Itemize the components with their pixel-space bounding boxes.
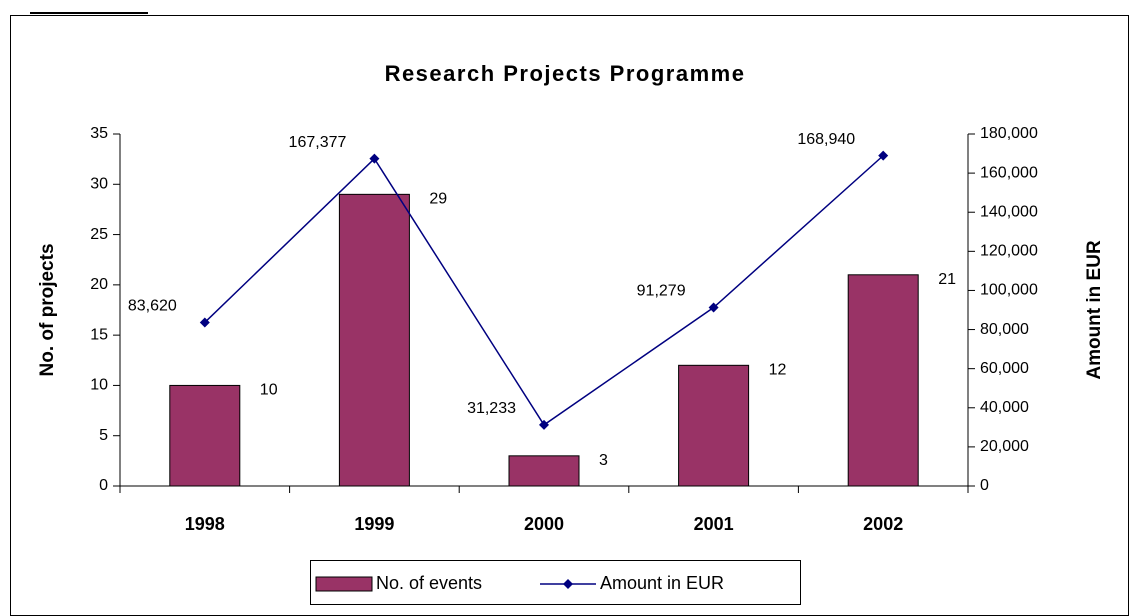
x-tick-label: 2002 bbox=[863, 514, 903, 534]
bar-label: 21 bbox=[938, 271, 956, 288]
y2-tick-label: 60,000 bbox=[980, 360, 1029, 377]
bar bbox=[678, 364, 750, 487]
y2-tick-label: 140,000 bbox=[980, 203, 1038, 220]
bar bbox=[847, 274, 919, 487]
y-tick-label: 5 bbox=[99, 427, 108, 444]
legend-label: No. of events bbox=[376, 573, 482, 593]
line-label: 91,279 bbox=[637, 283, 686, 300]
y-tick-label: 25 bbox=[90, 226, 108, 243]
y2-axis-title: Amount in EUR bbox=[1084, 240, 1105, 380]
y2-tick-label: 0 bbox=[980, 477, 989, 494]
line-label: 83,620 bbox=[128, 298, 177, 315]
line-marker bbox=[708, 302, 719, 313]
y2-tick-label: 80,000 bbox=[980, 321, 1029, 338]
bar bbox=[338, 193, 410, 487]
line-marker bbox=[369, 153, 380, 164]
legend-swatch bbox=[315, 576, 373, 592]
y2-tick-label: 100,000 bbox=[980, 282, 1038, 299]
line-marker bbox=[878, 150, 889, 161]
x-tick-label: 1998 bbox=[185, 514, 225, 534]
bar bbox=[508, 455, 580, 487]
line-marker bbox=[199, 317, 210, 328]
line-label: 31,233 bbox=[467, 400, 516, 417]
line-label: 167,377 bbox=[289, 134, 347, 151]
bar bbox=[169, 384, 241, 487]
y2-tick-label: 20,000 bbox=[980, 438, 1029, 455]
x-tick-label: 1999 bbox=[354, 514, 394, 534]
y-tick-label: 35 bbox=[90, 125, 108, 142]
y-tick-label: 30 bbox=[90, 176, 108, 193]
bar-label: 12 bbox=[769, 362, 787, 379]
y-tick-label: 0 bbox=[99, 477, 108, 494]
y-tick-label: 20 bbox=[90, 276, 108, 293]
line-marker bbox=[539, 419, 549, 430]
bar-label: 10 bbox=[260, 382, 278, 399]
line-label: 168,940 bbox=[797, 131, 855, 148]
y2-tick-label: 160,000 bbox=[980, 164, 1038, 181]
legend-marker bbox=[563, 579, 573, 589]
y2-tick-label: 180,000 bbox=[980, 125, 1038, 142]
x-tick-label: 2001 bbox=[694, 514, 734, 534]
y-axis-title: No. of projects bbox=[37, 243, 58, 376]
x-tick-label: 2000 bbox=[524, 514, 564, 534]
y2-tick-label: 40,000 bbox=[980, 399, 1029, 416]
legend-label: Amount in EUR bbox=[600, 573, 724, 593]
y2-tick-label: 120,000 bbox=[980, 243, 1038, 260]
chart-title: Research Projects Programme bbox=[385, 61, 746, 86]
chart-frame bbox=[10, 15, 1129, 616]
bar-label: 3 bbox=[599, 452, 608, 469]
y-tick-label: 10 bbox=[90, 377, 108, 394]
legend-box bbox=[310, 560, 801, 605]
y-tick-label: 15 bbox=[90, 326, 108, 343]
bar-label: 29 bbox=[429, 191, 447, 208]
